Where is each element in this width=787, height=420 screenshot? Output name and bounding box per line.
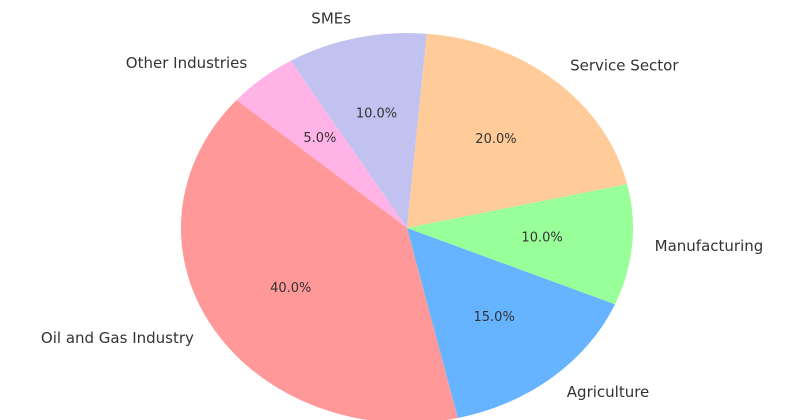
slice-label: Oil and Gas Industry	[41, 329, 194, 347]
slice-percent: 10.0%	[521, 231, 562, 246]
slice-label: Other Industries	[126, 54, 248, 72]
slice-percent: 10.0%	[356, 106, 397, 121]
pie-slice	[407, 228, 616, 419]
slice-label: Service Sector	[570, 57, 679, 75]
slice-label: Manufacturing	[655, 237, 764, 255]
slice-percent: 40.0%	[270, 281, 311, 296]
slice-percent: 20.0%	[475, 132, 516, 147]
pie-slice	[407, 33, 628, 228]
slice-label: SMEs	[311, 9, 351, 27]
pie-slice	[181, 100, 458, 420]
slice-percent: 15.0%	[474, 310, 515, 325]
slice-label: Agriculture	[567, 383, 650, 401]
pie-slice	[236, 60, 407, 229]
slice-percent: 5.0%	[303, 131, 336, 146]
pie-slice	[290, 33, 427, 228]
pie-slice	[407, 184, 633, 305]
